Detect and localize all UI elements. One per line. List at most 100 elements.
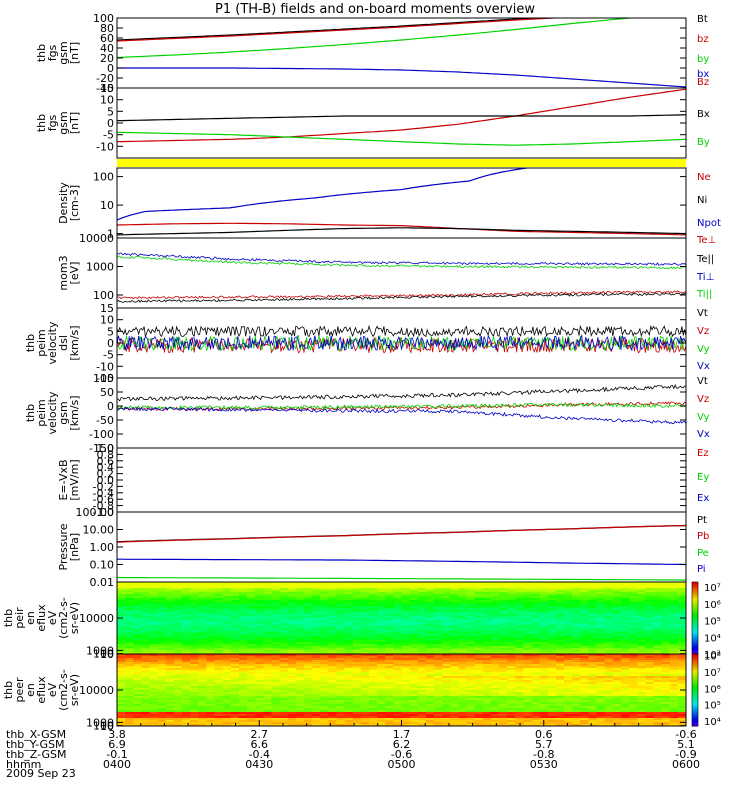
spectrogram-cell xyxy=(482,678,492,681)
spectrogram-cell xyxy=(271,662,281,665)
spectrogram-cell xyxy=(523,666,533,669)
spectrogram-cell xyxy=(531,608,541,611)
legend-label: Vz xyxy=(697,394,709,405)
spectrogram-cell xyxy=(409,616,419,619)
y-tick-label: 0.4 xyxy=(97,461,115,474)
spectrogram-cell xyxy=(214,656,224,659)
spectrogram-cell xyxy=(629,682,638,685)
spectrogram-cell xyxy=(295,660,305,663)
spectrogram-cell xyxy=(482,650,492,653)
spectrogram-cell xyxy=(230,694,240,697)
spectrogram-cell xyxy=(344,702,354,705)
spectrogram-cell xyxy=(588,704,598,707)
y-axis-label: gsm xyxy=(57,41,70,64)
spectrogram-cell xyxy=(157,708,167,711)
spectrogram-cell xyxy=(450,672,459,675)
spectrogram-cell xyxy=(588,668,598,671)
spectrogram-cell xyxy=(312,648,321,651)
spectrogram-cell xyxy=(490,640,500,643)
spectrogram-cell xyxy=(377,618,386,621)
spectrogram-cell xyxy=(377,616,386,619)
spectrogram-cell xyxy=(409,604,419,607)
spectrogram-cell xyxy=(206,710,216,713)
spectrogram-cell xyxy=(499,624,508,627)
spectrogram-cell xyxy=(539,582,549,585)
spectrogram-cell xyxy=(458,632,468,635)
spectrogram-cell xyxy=(157,620,167,623)
spectrogram-cell xyxy=(360,612,370,615)
spectrogram-cell xyxy=(499,690,508,693)
spectrogram-cell xyxy=(677,660,686,663)
spectrogram-cell xyxy=(417,672,427,675)
y-axis-label: fgs xyxy=(46,114,59,131)
spectrogram-cell xyxy=(434,694,443,697)
spectrogram-cell xyxy=(620,584,630,587)
spectrogram-cell xyxy=(547,660,557,663)
spectrogram-cell xyxy=(466,638,476,641)
spectrogram-cell xyxy=(490,618,500,621)
spectrogram-cell xyxy=(279,688,289,691)
spectrogram-cell xyxy=(572,654,581,657)
spectrogram-cell xyxy=(474,630,484,633)
spectrogram-cell xyxy=(182,670,191,673)
spectrogram-cell xyxy=(547,704,557,707)
spectrogram-cell xyxy=(360,596,370,599)
spectrogram-cell xyxy=(661,612,671,615)
spectrogram-cell xyxy=(434,644,443,647)
spectrogram-cell xyxy=(661,684,671,687)
spectrogram-cell xyxy=(523,624,533,627)
spectrogram-cell xyxy=(117,590,126,593)
spectrogram-cell xyxy=(352,626,362,629)
spectrogram-cell xyxy=(531,620,541,623)
spectrogram-cell xyxy=(482,704,492,707)
spectrogram-cell xyxy=(572,704,581,707)
spectrogram-cell xyxy=(312,658,321,661)
spectrogram-cell xyxy=(523,698,533,701)
spectrogram-cell xyxy=(482,682,492,685)
spectrogram-cell xyxy=(133,612,142,615)
spectrogram-cell xyxy=(572,614,581,617)
spectrogram-cell xyxy=(190,586,199,589)
spectrogram-cell xyxy=(531,604,541,607)
spectrogram-cell xyxy=(157,624,167,627)
spectrogram-cell xyxy=(263,698,273,701)
spectrogram-cell xyxy=(312,712,321,715)
spectrogram-cell xyxy=(434,684,443,687)
spectrogram-cell xyxy=(515,652,525,654)
spectrogram-cell xyxy=(287,690,297,693)
spectrogram-cell xyxy=(230,698,240,701)
spectrogram-cell xyxy=(474,704,484,707)
spectrogram-cell xyxy=(117,604,126,607)
spectrogram-cell xyxy=(645,602,655,605)
spectrogram-cell xyxy=(336,616,346,619)
spectrogram-cell xyxy=(425,618,435,621)
spectrogram-cell xyxy=(523,642,533,645)
spectrogram-cell xyxy=(515,642,525,645)
spectrogram-cell xyxy=(393,586,403,589)
spectrogram-cell xyxy=(173,608,183,611)
spectrogram-cell xyxy=(555,586,565,589)
spectrogram-cell xyxy=(287,598,297,601)
spectrogram-cell xyxy=(117,632,126,635)
spectrogram-cell xyxy=(352,642,362,645)
spectrogram-cell xyxy=(474,620,484,623)
spectrogram-cell xyxy=(531,622,541,625)
spectrogram-cell xyxy=(320,628,329,631)
spectrogram-cell xyxy=(580,654,590,657)
spectrogram-cell xyxy=(604,644,614,647)
spectrogram-cell xyxy=(271,682,281,685)
spectrogram-cell xyxy=(596,698,606,701)
spectrogram-cell xyxy=(482,634,492,637)
spectrogram-cell xyxy=(466,628,476,631)
spectrogram-cell xyxy=(482,696,492,699)
spectrogram-cell xyxy=(125,706,134,709)
spectrogram-cell xyxy=(645,668,655,671)
panel-9: 10⁷10⁶10⁵10⁴10³10000100010010thbpeirenef… xyxy=(2,581,721,661)
panel-10: 10⁸10⁷10⁶10⁵10⁴10000100010010thbpeerenef… xyxy=(2,652,721,733)
spectrogram-cell xyxy=(279,686,289,689)
spectrogram-cell xyxy=(434,638,443,641)
spectrogram-cell xyxy=(214,672,224,675)
spectrogram-cell xyxy=(531,706,541,709)
spectrogram-cell xyxy=(360,638,370,641)
spectrogram-cell xyxy=(206,674,216,677)
